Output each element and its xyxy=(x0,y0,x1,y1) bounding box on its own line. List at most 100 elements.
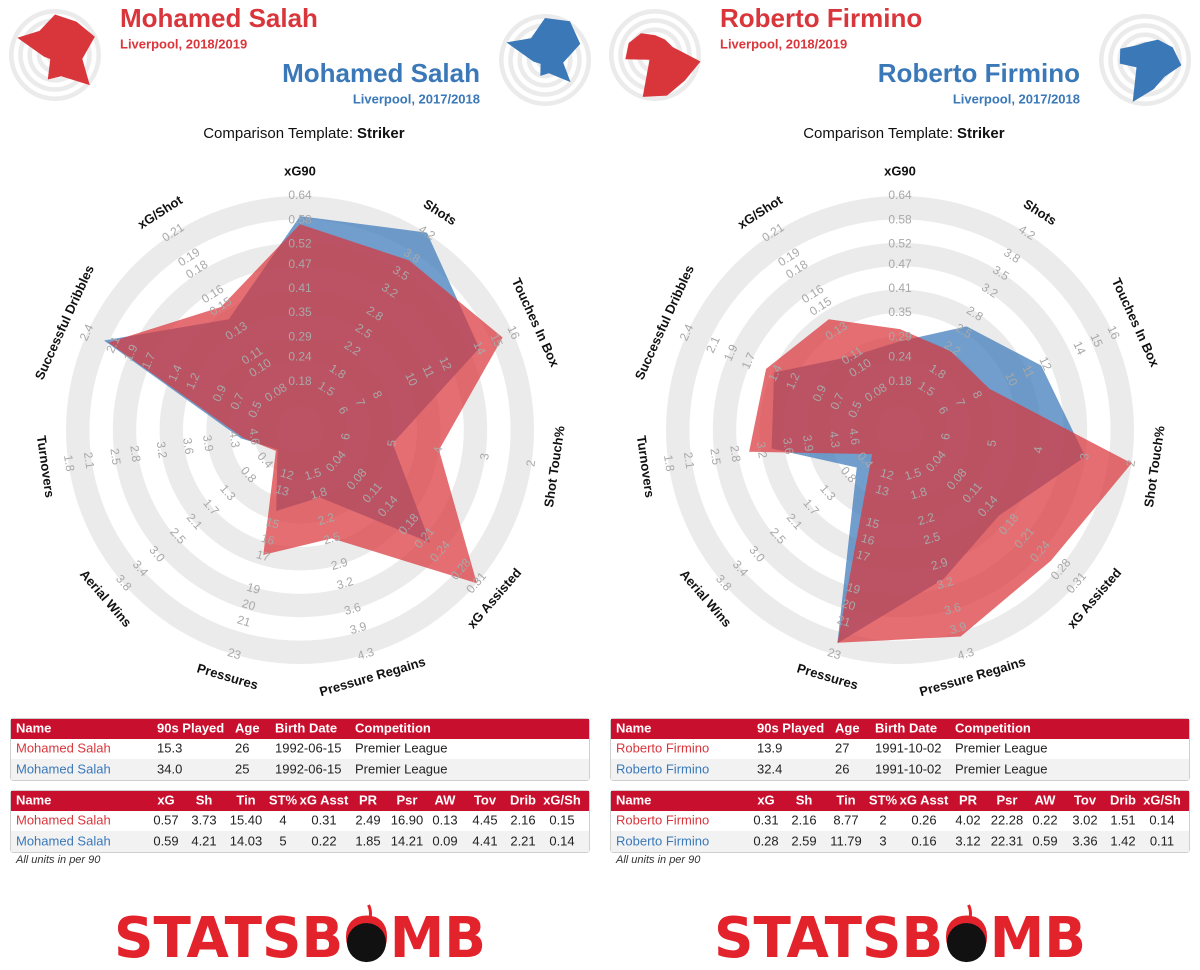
table-cell: 0.31 xyxy=(753,812,778,827)
table-header-cell: ST% xyxy=(869,792,898,807)
tick-label: 2.1 xyxy=(681,451,697,470)
table-cell: 2.59 xyxy=(791,833,816,848)
tick-label: 3.2 xyxy=(154,441,170,460)
table-cell: 26 xyxy=(835,761,849,776)
table-cell: Mohamed Salah xyxy=(16,761,111,776)
tick-label: 4.6 xyxy=(246,427,262,446)
table-header-cell: Sh xyxy=(196,792,213,807)
table-header-cell: Psr xyxy=(397,792,418,807)
tick-label: 0.29 xyxy=(288,329,312,343)
table-cell: Roberto Firmino xyxy=(616,761,709,776)
tick-label: 2 xyxy=(1123,459,1138,468)
table-cell: 0.15 xyxy=(549,812,574,827)
table-cell: 5 xyxy=(279,833,286,848)
table-header-cell: AW xyxy=(1035,792,1057,807)
table-cell: Mohamed Salah xyxy=(16,740,111,755)
table-cell: 4.41 xyxy=(472,833,497,848)
player-subtitle: Liverpool, 2017/2018 xyxy=(353,91,480,106)
tick-label: 0.47 xyxy=(288,257,312,271)
axis-label: Shot Touch% xyxy=(1141,424,1168,508)
table-cell: 14.21 xyxy=(391,833,424,848)
table-header-cell: Name xyxy=(616,720,651,735)
table-cell: 8.77 xyxy=(833,812,858,827)
footnote: All units in per 90 xyxy=(15,854,101,866)
table-cell: 2.49 xyxy=(355,812,380,827)
table-cell: 13.9 xyxy=(757,740,782,755)
table-cell: 2.21 xyxy=(510,833,535,848)
tick-label: 4.3 xyxy=(227,430,243,449)
table-header-cell: Name xyxy=(16,720,51,735)
axis-label: Turnovers xyxy=(34,435,58,499)
table-cell: 0.22 xyxy=(311,833,336,848)
axis-label: xG90 xyxy=(284,163,316,178)
tick-label: 23 xyxy=(226,645,243,662)
tick-label: 3.9 xyxy=(800,434,816,453)
logo: STATSBOMB xyxy=(714,906,1086,970)
table-cell: 1992-06-15 xyxy=(275,761,342,776)
tick-label: 0.18 xyxy=(288,374,312,388)
tick-label: 1.8 xyxy=(61,454,77,473)
axis-label: Shot Touch% xyxy=(541,424,568,508)
template-name: Striker xyxy=(957,125,1005,142)
tick-label: 23 xyxy=(826,645,843,662)
table-cell: 1.42 xyxy=(1110,833,1135,848)
table-cell: 0.31 xyxy=(311,812,336,827)
table-header-cell: Drib xyxy=(510,792,536,807)
tick-label: 0.41 xyxy=(888,281,912,295)
table-cell: 0.16 xyxy=(911,833,936,848)
table-cell: 1.85 xyxy=(355,833,380,848)
table-cell: 1991-10-02 xyxy=(875,740,942,755)
table-header-cell: Competition xyxy=(955,720,1031,735)
table-cell: 26 xyxy=(235,740,249,755)
table-cell: 0.28 xyxy=(753,833,778,848)
player-subtitle: Liverpool, 2017/2018 xyxy=(953,91,1080,106)
table-cell: 4 xyxy=(279,812,286,827)
tick-label: 0.52 xyxy=(288,237,312,251)
table-header-cell: Age xyxy=(235,720,260,735)
tick-label: 4.3 xyxy=(827,430,843,449)
table-cell: 0.22 xyxy=(1032,812,1057,827)
player-title: Roberto Firmino xyxy=(720,3,922,33)
tick-label: 0.35 xyxy=(288,305,312,319)
table-header-cell: xG Asst xyxy=(900,792,949,807)
logo-bomb xyxy=(947,923,986,962)
page: Mohamed Salah Liverpool, 2018/2019 Mohamed… xyxy=(0,0,1200,970)
table-cell: 4.21 xyxy=(191,833,216,848)
table-header-cell: 90s Played xyxy=(157,720,224,735)
table-cell: Premier League xyxy=(355,761,448,776)
tick-label: 0.64 xyxy=(888,188,912,202)
tick-label: 0.41 xyxy=(288,281,312,295)
table-cell: Premier League xyxy=(955,740,1048,755)
table-header-cell: xG/Sh xyxy=(1143,792,1181,807)
tick-label: 3.9 xyxy=(200,434,216,453)
table-cell: Roberto Firmino xyxy=(616,740,709,755)
table-cell: 2 xyxy=(879,812,886,827)
table-header-cell: xG xyxy=(757,792,774,807)
table-header-cell: Tin xyxy=(836,792,855,807)
table-cell: 3.73 xyxy=(191,812,216,827)
table-cell: 4.02 xyxy=(955,812,980,827)
tick-label: 1.8 xyxy=(661,454,677,473)
axis-label: Pressures xyxy=(195,660,260,692)
template-label: Comparison Template: xyxy=(203,125,353,142)
table-cell: 4.45 xyxy=(472,812,497,827)
panel: Roberto Firmino Liverpool, 2018/2019 Rober… xyxy=(609,3,1191,970)
logo-bomb xyxy=(347,923,386,962)
table-cell: Mohamed Salah xyxy=(16,812,111,827)
player-subtitle: Liverpool, 2018/2019 xyxy=(720,36,847,51)
tick-label: 0.18 xyxy=(888,374,912,388)
table-header-cell: Competition xyxy=(355,720,431,735)
table-header-cell: Age xyxy=(835,720,860,735)
table-cell: 0.59 xyxy=(153,833,178,848)
table-cell: 16.90 xyxy=(391,812,424,827)
template-name: Striker xyxy=(357,125,405,142)
table-cell: 11.79 xyxy=(830,833,862,848)
table-cell: Premier League xyxy=(955,761,1048,776)
table-cell: 34.0 xyxy=(157,761,182,776)
tick-label: 0.58 xyxy=(288,212,312,226)
table-header-cell: Tov xyxy=(474,792,497,807)
table-cell: Premier League xyxy=(355,740,448,755)
tick-label: 3.2 xyxy=(754,441,770,460)
table-cell: 0.14 xyxy=(549,833,574,848)
logo: STATSBOMB xyxy=(114,906,486,970)
